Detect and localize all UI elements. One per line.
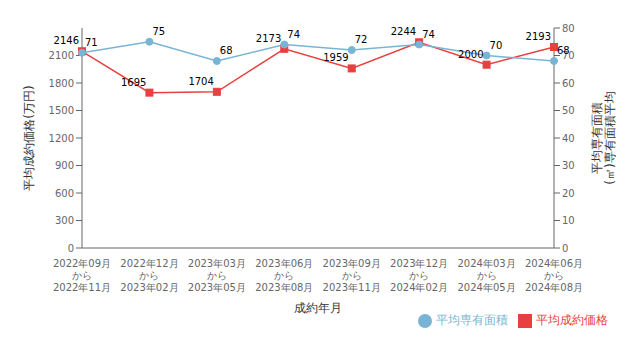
svg-text:2244: 2244 <box>391 26 416 37</box>
svg-text:1695: 1695 <box>121 77 146 88</box>
svg-text:300: 300 <box>55 215 74 226</box>
svg-text:0: 0 <box>68 243 74 254</box>
svg-text:2024年03月から2024年05月: 2024年03月から2024年05月 <box>457 258 515 293</box>
svg-text:1200: 1200 <box>49 133 74 144</box>
svg-text:72: 72 <box>355 34 368 45</box>
svg-text:600: 600 <box>55 188 74 199</box>
svg-text:2100: 2100 <box>49 50 74 61</box>
svg-text:2023年12月から2024年02月: 2023年12月から2024年02月 <box>390 258 448 293</box>
svg-text:74: 74 <box>422 29 435 40</box>
svg-text:成約年月: 成約年月 <box>294 301 342 315</box>
svg-text:74: 74 <box>287 29 300 40</box>
svg-text:40: 40 <box>562 133 575 144</box>
svg-text:80: 80 <box>562 23 575 34</box>
svg-text:50: 50 <box>562 105 575 116</box>
svg-text:30: 30 <box>562 160 575 171</box>
svg-text:900: 900 <box>55 160 74 171</box>
svg-text:1500: 1500 <box>49 105 74 116</box>
svg-text:71: 71 <box>85 37 98 48</box>
html-text:平均成約価格: 平均成約価格 <box>536 313 608 327</box>
svg-text:2023年09月から2023年11月: 2023年09月から2023年11月 <box>323 258 381 293</box>
svg-text:1800: 1800 <box>49 78 74 89</box>
svg-text:平均成約価格(万円): 平均成約価格(万円) <box>22 85 36 190</box>
svg-text:2193: 2193 <box>526 31 551 42</box>
svg-text:2022年09月から2022年11月: 2022年09月から2022年11月 <box>53 258 111 293</box>
svg-text:2146: 2146 <box>54 35 79 46</box>
svg-text:2173: 2173 <box>256 33 281 44</box>
svg-text:60: 60 <box>562 78 575 89</box>
svg-text:2023年03月から2023年05月: 2023年03月から2023年05月 <box>188 258 246 293</box>
svg-text:10: 10 <box>562 215 575 226</box>
svg-text:68: 68 <box>557 45 570 56</box>
svg-text:20: 20 <box>562 188 575 199</box>
svg-text:2022年12月から2023年02月: 2022年12月から2023年02月 <box>120 258 178 293</box>
svg-text:平均専有面積(㎡)専有面積平均: 平均専有面積(㎡)専有面積平均 <box>590 91 617 184</box>
html-text:平均専有面積: 平均専有面積 <box>436 313 508 327</box>
svg-text:70: 70 <box>490 40 503 51</box>
svg-text:68: 68 <box>220 45 233 56</box>
svg-text:0: 0 <box>562 243 568 254</box>
svg-text:1959: 1959 <box>323 52 348 63</box>
svg-text:75: 75 <box>152 26 165 37</box>
svg-text:2023年06月から2023年08月: 2023年06月から2023年08月 <box>255 258 313 293</box>
svg-text:2000: 2000 <box>458 49 483 60</box>
svg-text:1704: 1704 <box>188 76 213 87</box>
svg-text:2024年06月から2024年08月: 2024年06月から2024年08月 <box>525 258 583 293</box>
